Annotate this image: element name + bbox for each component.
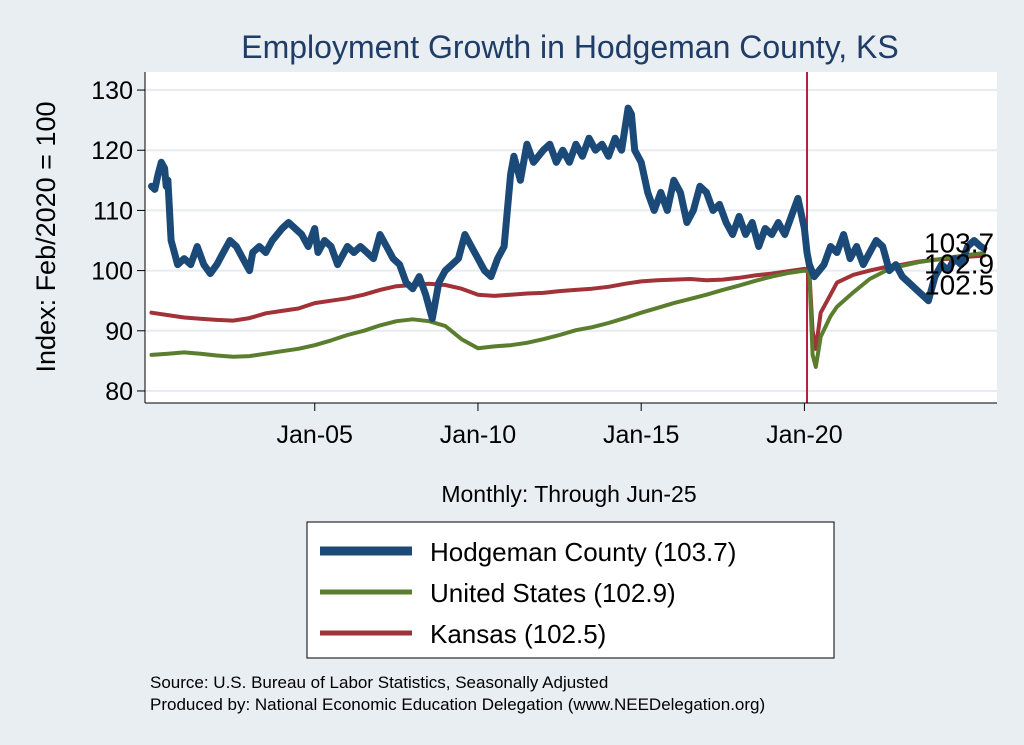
y-tick-label-120: 120 <box>91 137 133 165</box>
end-label-hodgeman-county: 103.7 <box>924 227 994 258</box>
y-tick-label-130: 130 <box>91 77 133 105</box>
y-tick-label-90: 90 <box>105 318 133 346</box>
plot-area <box>145 72 997 403</box>
legend-label-united-states: United States (102.9) <box>430 578 676 608</box>
x-axis-ticks: Jan-05 Jan-10 Jan-15 Jan-20 <box>277 403 843 449</box>
end-label-united-states: 102.9 <box>924 248 994 279</box>
legend-label-hodgeman-county: Hodgeman County (103.7) <box>430 537 736 567</box>
series-line-hodgeman-county <box>148 104 988 323</box>
y-tick-label-110: 110 <box>93 197 133 225</box>
producer-note: Produced by: National Economic Education… <box>150 695 765 714</box>
x-tick-label-Jan-15: Jan-15 <box>603 421 679 449</box>
x-tick-label-Jan-20: Jan-20 <box>766 421 842 449</box>
series-line-united-states <box>149 251 986 369</box>
series-line-kansas <box>149 253 986 351</box>
end-label-kansas: 102.5 <box>924 269 994 300</box>
chart-title: Employment Growth in Hodgeman County, KS <box>241 29 898 65</box>
legend-label-kansas: Kansas (102.5) <box>430 619 606 649</box>
series-lines <box>148 104 988 369</box>
y-tick-label-80: 80 <box>105 378 133 406</box>
x-tick-label-Jan-10: Jan-10 <box>440 421 516 449</box>
y-tick-label-100: 100 <box>91 258 133 286</box>
y-axis-ticks: 80 90 100 110 120 130 <box>91 77 145 406</box>
y-axis-label: Index: Feb/2020 = 100 <box>31 102 61 373</box>
x-tick-label-Jan-05: Jan-05 <box>277 421 353 449</box>
x-axis-label: Monthly: Through Jun-25 <box>441 481 696 507</box>
legend: Hodgeman County (103.7) United States (10… <box>320 537 736 649</box>
source-note: Source: U.S. Bureau of Labor Statistics,… <box>150 673 608 692</box>
